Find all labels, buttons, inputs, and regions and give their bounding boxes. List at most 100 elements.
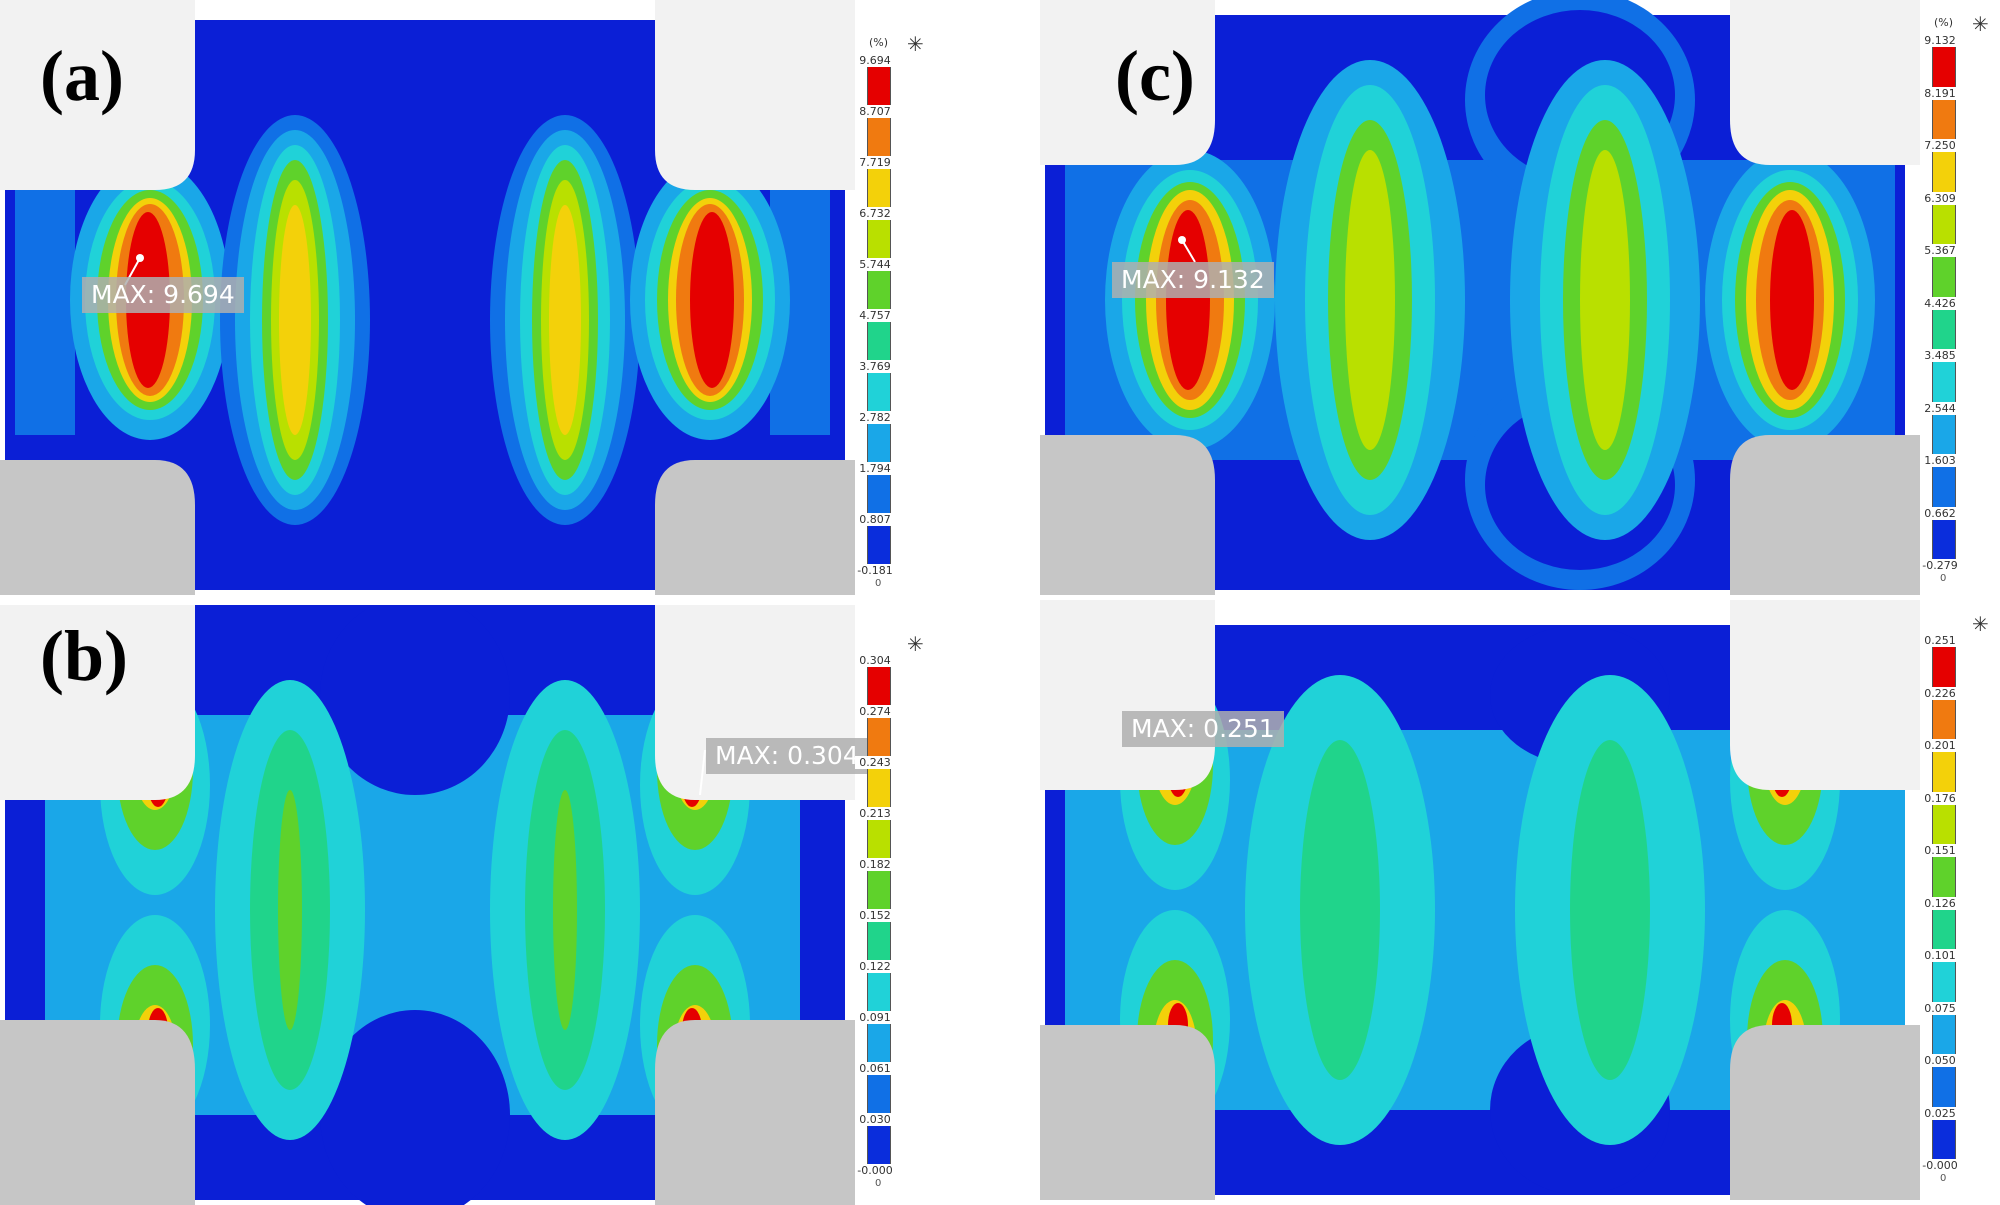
legend-swatch	[1933, 1008, 1955, 1061]
legend-tick-label: -0.279	[1920, 559, 1960, 572]
strain-contour-right	[1705, 150, 1875, 450]
legend-swatch	[1933, 746, 1955, 799]
legend-tick-label: 0.176	[1920, 791, 1960, 805]
legend-swatch	[868, 1018, 890, 1069]
panel-label-a: (a)	[40, 36, 124, 116]
legend-swatch	[868, 661, 890, 712]
legend-tick-label: -0.000	[855, 1164, 895, 1177]
legend-tick-label: 0.152	[855, 909, 895, 922]
low-strain-region-top	[320, 605, 510, 795]
legend-tick-label: 0.274	[855, 705, 895, 718]
legend-swatch	[1933, 356, 1955, 409]
legend-swatch	[1933, 408, 1955, 461]
legend-tick-label: 4.757	[855, 309, 895, 322]
legend-swatch	[1933, 903, 1955, 956]
legend-zero-label: 0	[1940, 1173, 1947, 1184]
legend-star-icon: ✳	[907, 632, 924, 656]
low-strain-region-bottom	[320, 1010, 510, 1205]
strain-contour-inner-right	[1510, 60, 1700, 540]
legend-swatch	[868, 1120, 890, 1171]
legend-swatch	[1933, 1061, 1955, 1114]
legend-swatch	[1933, 693, 1955, 746]
contour-plot-d	[1040, 600, 1920, 1200]
legend-tick-label: 0.101	[1920, 949, 1960, 962]
legend-tick-label: 3.485	[1920, 349, 1960, 362]
legend-swatch	[868, 712, 890, 763]
legend-tick-label: -0.181	[855, 564, 895, 577]
max-label-a: MAX: 9.694	[82, 277, 244, 313]
legend-swatch	[1933, 198, 1955, 251]
legend-swatch	[1933, 798, 1955, 851]
strain-contour-left	[1105, 150, 1275, 450]
legend-tick-label: 6.309	[1920, 191, 1960, 205]
legend-tick-label: 1.603	[1920, 454, 1960, 467]
legend-swatch	[868, 112, 890, 163]
legend-swatch	[868, 265, 890, 316]
contour-plot-c	[1040, 0, 1920, 595]
color-legend-c: ✳ (%) 9.132 8.191 7.250 6.309 5.367 4.426 3.485 2…	[1920, 12, 1990, 585]
legend-tick-label: 2.544	[1920, 401, 1960, 415]
legend-swatch	[868, 418, 890, 469]
strain-contour-right	[630, 160, 790, 440]
legend-swatch	[1933, 513, 1955, 566]
panel-label-c: (c)	[1115, 36, 1195, 116]
grip-top	[0, 0, 855, 190]
legend-zero-label: 0	[875, 578, 882, 589]
grip-bottom	[1040, 1025, 1920, 1200]
legend-tick-label: 0.025	[1920, 1106, 1960, 1120]
legend-star-icon: ✳	[1972, 12, 1989, 36]
legend-swatch	[868, 1069, 890, 1120]
legend-tick-label: 9.694	[855, 54, 895, 67]
grip-bottom	[0, 460, 855, 595]
panel-label-b: (b)	[40, 616, 128, 696]
legend-swatch	[1933, 146, 1955, 199]
legend-swatch	[1933, 1113, 1955, 1166]
legend-tick-label: 0.226	[1920, 686, 1960, 700]
legend-swatch	[868, 520, 890, 571]
legend-tick-label: 0.807	[855, 513, 895, 526]
legend-zero-label: 0	[875, 1178, 882, 1189]
grip-bottom	[0, 1020, 855, 1205]
legend-swatch	[868, 865, 890, 916]
legend-tick-label: 0.126	[1920, 896, 1960, 910]
contour-plot-b	[0, 605, 855, 1205]
legend-tick-label: 8.191	[1920, 86, 1960, 100]
legend-star-icon: ✳	[907, 32, 924, 56]
legend-star-icon: ✳	[1972, 612, 1989, 636]
legend-tick-label: -0.000	[1920, 1159, 1960, 1172]
legend-tick-label: 1.794	[855, 462, 895, 475]
legend-colorbar	[1932, 640, 1956, 1167]
legend-tick-label: 7.719	[855, 156, 895, 169]
legend-unit: (%)	[1934, 16, 1954, 29]
legend-tick-label: 0.061	[855, 1062, 895, 1075]
legend-tick-label: 0.075	[1920, 1001, 1960, 1015]
legend-swatch	[868, 163, 890, 214]
legend-zero-label: 0	[1940, 573, 1947, 584]
max-label-c: MAX: 9.132	[1112, 262, 1274, 298]
legend-tick-label: 0.201	[1920, 739, 1960, 752]
legend-tick-label: 0.213	[855, 807, 895, 820]
grip-top	[1040, 0, 1920, 165]
legend-swatch	[1933, 461, 1955, 514]
legend-tick-label: 0.662	[1920, 506, 1960, 520]
legend-colorbar	[1932, 40, 1956, 567]
legend-swatch	[868, 367, 890, 418]
legend-tick-label: 0.050	[1920, 1054, 1960, 1067]
color-legend-a: ✳ (%) 9.694 8.707 7.719 6.732 5.744 4.757 3.769 2…	[855, 32, 925, 590]
legend-tick-label: 0.122	[855, 960, 895, 973]
legend-tick-label: 0.151	[1920, 844, 1960, 857]
legend-swatch	[1933, 41, 1955, 94]
legend-tick-label: 0.304	[855, 654, 895, 667]
strain-contour-inner-left	[1275, 60, 1465, 540]
legend-tick-label: 0.182	[855, 858, 895, 871]
legend-swatch	[868, 214, 890, 265]
max-label-b: MAX: 0.304	[706, 738, 868, 774]
legend-swatch	[868, 916, 890, 967]
legend-unit: (%)	[869, 36, 889, 49]
strain-contour-inner-right	[490, 115, 640, 525]
legend-tick-label: 0.030	[855, 1113, 895, 1126]
legend-swatch	[1933, 93, 1955, 146]
legend-tick-label: 3.769	[855, 360, 895, 373]
legend-tick-label: 0.251	[1920, 634, 1960, 647]
legend-swatch	[868, 316, 890, 367]
